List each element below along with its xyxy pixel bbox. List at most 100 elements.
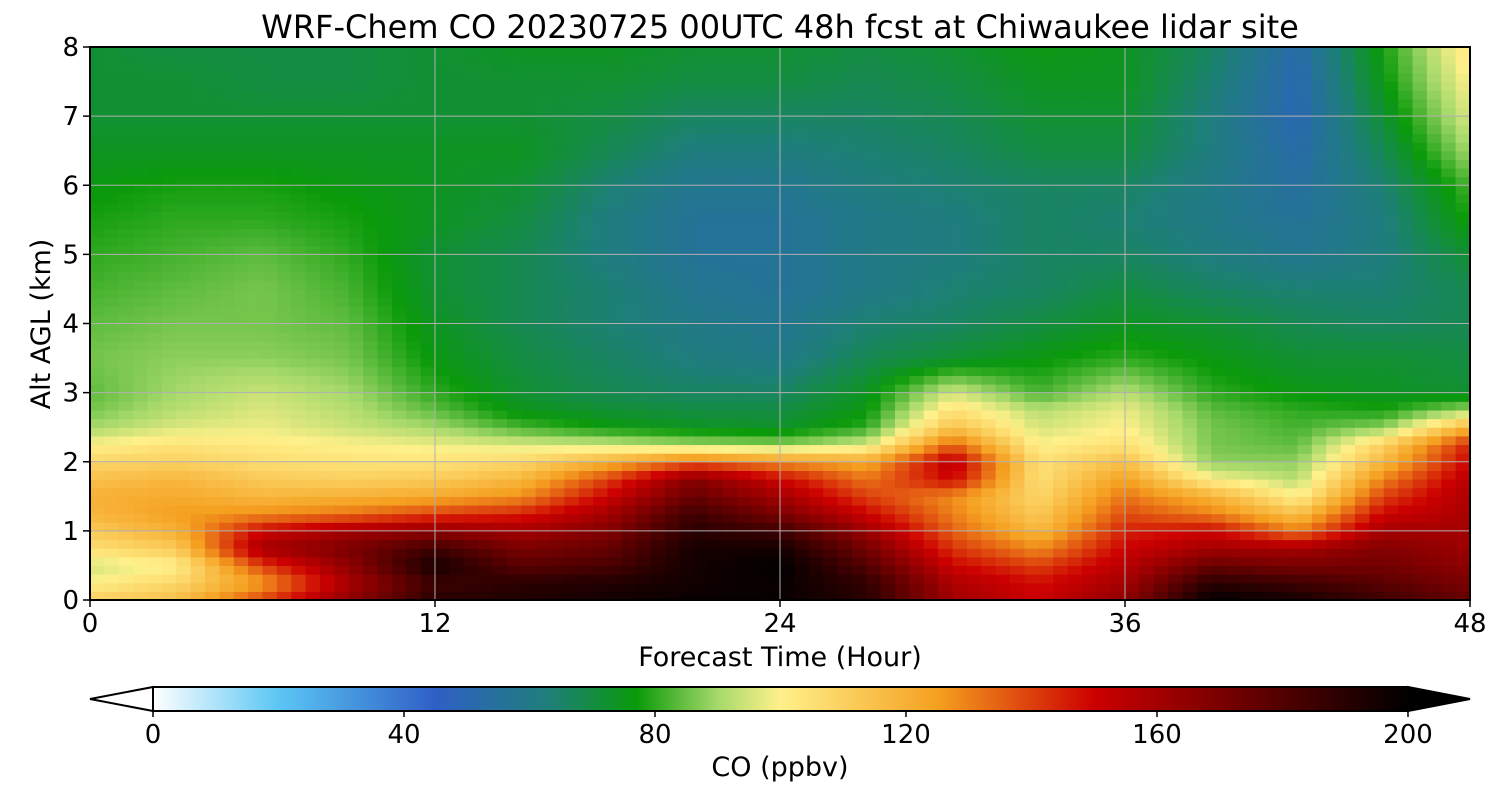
heatmap-cell [1254, 193, 1270, 204]
heatmap-cell [621, 366, 637, 376]
heatmap-cell [794, 306, 810, 316]
heatmap-cell [262, 228, 278, 238]
heatmap-cell [176, 444, 192, 454]
heatmap-cell [1024, 150, 1040, 160]
heatmap-cell [1254, 271, 1270, 281]
heatmap-cell [334, 479, 350, 489]
heatmap-cell [981, 375, 997, 385]
heatmap-cell [535, 401, 551, 411]
heatmap-cell [593, 427, 609, 437]
heatmap-cell [233, 435, 249, 446]
heatmap-cell [938, 288, 954, 299]
heatmap-cell [1369, 479, 1385, 489]
heatmap-cell [1398, 487, 1414, 497]
heatmap-cell [463, 444, 479, 454]
heatmap-cell [104, 271, 120, 281]
heatmap-cell [521, 470, 537, 480]
heatmap-cell [1268, 487, 1284, 497]
heatmap-cell [578, 530, 594, 541]
heatmap-cell [1426, 461, 1442, 471]
heatmap-cell [334, 530, 350, 541]
heatmap-cell [693, 297, 709, 307]
heatmap-cell [1412, 548, 1428, 558]
heatmap-cell [1153, 556, 1169, 567]
heatmap-cell [104, 565, 120, 575]
heatmap-cell [780, 332, 795, 342]
heatmap-cell [1211, 202, 1227, 212]
heatmap-cell [708, 375, 724, 385]
heatmap-cell [866, 530, 882, 541]
heatmap-cell [276, 487, 292, 497]
heatmap-cell [765, 263, 781, 273]
heatmap-cell [118, 254, 134, 264]
heatmap-cell [1326, 150, 1342, 160]
heatmap-cell [449, 358, 465, 368]
heatmap-cell [348, 375, 364, 385]
heatmap-cell [621, 453, 637, 463]
heatmap-cell [363, 461, 379, 471]
heatmap-cell [391, 358, 407, 368]
heatmap-cell [880, 496, 896, 506]
heatmap-cell [708, 427, 724, 437]
heatmap-cell [334, 150, 350, 160]
heatmap-cell [420, 271, 436, 281]
heatmap-cell [420, 479, 436, 489]
heatmap-cell [1355, 504, 1370, 515]
heatmap-cell [693, 548, 709, 558]
heatmap-cell [1010, 591, 1025, 600]
heatmap-cell [1441, 513, 1457, 523]
heatmap-cell [1081, 522, 1097, 532]
heatmap-cell [1311, 401, 1327, 411]
heatmap-cell [895, 556, 910, 567]
heatmap-cell [391, 582, 407, 592]
heatmap-cell [1196, 556, 1212, 567]
heatmap-cell [679, 392, 695, 402]
heatmap-cell [161, 401, 177, 411]
heatmap-cell [492, 375, 508, 385]
heatmap-cell [248, 297, 264, 307]
heatmap-cell [1412, 392, 1428, 402]
heatmap-cell [391, 167, 407, 178]
heatmap-cell [1225, 263, 1241, 273]
heatmap-cell [1125, 297, 1140, 307]
heatmap-cell [1369, 254, 1385, 264]
heatmap-cell [1297, 548, 1313, 558]
heatmap-cell [334, 176, 350, 186]
heatmap-cell [478, 418, 494, 428]
heatmap-cell [995, 401, 1011, 411]
heatmap-cell [1340, 574, 1356, 584]
heatmap-cell [765, 332, 781, 342]
heatmap-cell [435, 409, 450, 420]
heatmap-cell [1297, 237, 1313, 247]
heatmap-cell [449, 574, 465, 584]
heatmap-cell [104, 453, 120, 463]
heatmap-cell [1398, 306, 1414, 316]
heatmap-cell [808, 539, 824, 549]
heatmap-cell [1211, 375, 1227, 385]
heatmap-cell [550, 574, 565, 584]
heatmap-cell [1038, 280, 1054, 290]
heatmap-cell [320, 314, 335, 325]
heatmap-cell [837, 211, 853, 221]
heatmap-cell [1139, 522, 1155, 532]
heatmap-cell [463, 211, 479, 221]
heatmap-cell [550, 504, 565, 515]
heatmap-cell [1297, 418, 1313, 428]
heatmap-cell [377, 504, 393, 515]
heatmap-cell [1326, 297, 1342, 307]
heatmap-cell [765, 193, 781, 204]
heatmap-cell [564, 211, 580, 221]
heatmap-cell [866, 504, 882, 515]
heatmap-cell [478, 193, 494, 204]
heatmap-cell [377, 435, 393, 446]
heatmap-cell [219, 323, 235, 333]
heatmap-cell [1326, 280, 1342, 290]
heatmap-cell [1053, 565, 1069, 575]
heatmap-cell [593, 202, 609, 212]
heatmap-cell [1211, 496, 1227, 506]
heatmap-cell [190, 263, 206, 273]
heatmap-cell [751, 193, 767, 204]
heatmap-cell [981, 228, 997, 238]
heatmap-cell [1326, 185, 1342, 195]
heatmap-cell [808, 245, 824, 255]
